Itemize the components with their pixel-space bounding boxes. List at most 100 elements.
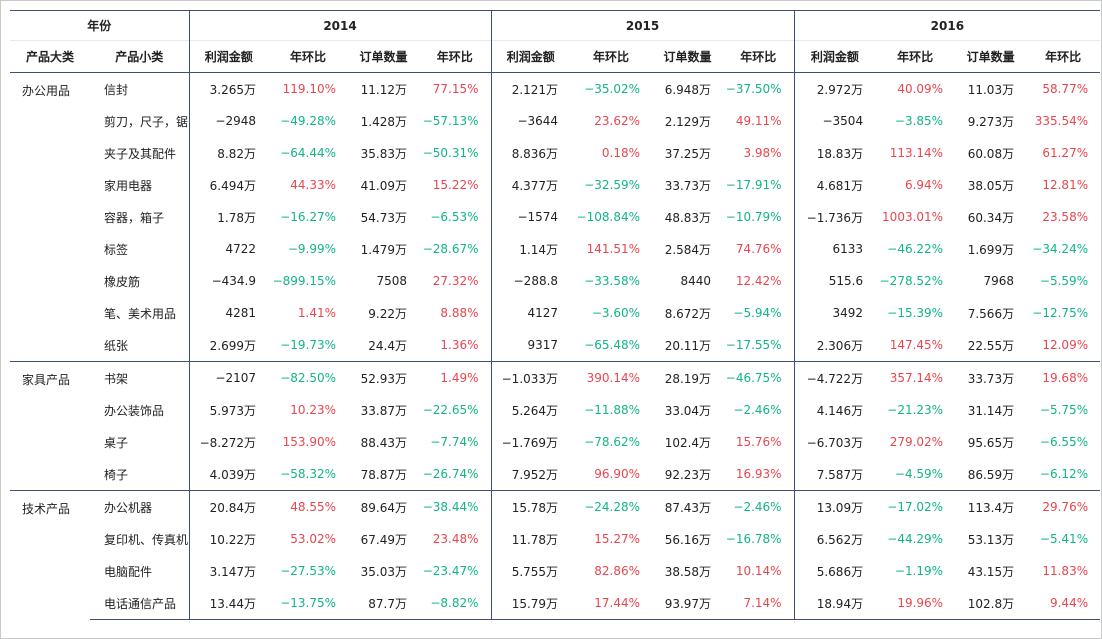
subcategory-cell: 家用电器: [104, 178, 153, 193]
table-row[interactable]: 家具产品 书架 −2107 −82.50% 52.93万 1.49% −1.033万 390.…: [10, 361, 1101, 491]
orders-cell: 67.49万: [360, 532, 408, 547]
profit-cell: 6.494万: [188, 169, 269, 201]
orders-cell: 93.97万: [652, 587, 724, 620]
orders-cell: 31.14万: [967, 403, 1015, 418]
subcategory-cell: 书架: [90, 361, 190, 394]
profit-yoy-cell: −3.85%: [894, 114, 944, 128]
profit-cell: 1.14万: [490, 233, 571, 265]
table-row[interactable]: 电脑配件 3.147万 −27.53% 35.03万 −23.47% 5.755万 82.8…: [10, 555, 1100, 587]
orders-yoy-cell: −26.74%: [422, 467, 479, 481]
table-row[interactable]: 电话通信产品 13.44万 −13.75% 87.7万 −8.82% 15.79万 17.4…: [10, 587, 1101, 620]
orders-cell: 41.09万: [360, 178, 408, 193]
profit-yoy-cell: −3.60%: [591, 306, 641, 320]
orders-yoy-cell: 61.27%: [1042, 146, 1089, 160]
orders-cell: 1.428万: [360, 114, 408, 129]
orders-cell: 33.73万: [955, 361, 1027, 394]
orders-yoy-cell: −7.74%: [430, 435, 479, 449]
orders-cell: 2.584万: [664, 242, 712, 257]
col-header-profit[interactable]: 利润金额: [490, 40, 571, 73]
orders-cell: 37.25万: [664, 146, 712, 161]
orders-cell: 52.93万: [348, 361, 420, 394]
profit-cell: 515.6: [793, 265, 876, 297]
table-row[interactable]: 剪刀，尺子，锯 −2948 −49.28% 1.428万 −57.13% −3644 23.…: [10, 105, 1100, 137]
column-header-row: 产品大类 产品小类 利润金额 年环比 订单数量 年环比 利润金额 年环比 订单数…: [10, 40, 1101, 73]
profit-cell: −1.033万: [490, 361, 571, 394]
orders-yoy-cell: −6.53%: [430, 210, 479, 224]
table-row[interactable]: 笔、美术用品 4281 1.41% 9.22万 8.88% 4127 −3.60% 8.672…: [10, 297, 1100, 329]
profit-cell: 18.83万: [793, 137, 876, 169]
orders-yoy-cell: −12.75%: [1032, 306, 1089, 320]
profit-yoy-cell: 23.62%: [594, 114, 641, 128]
orders-cell: 9.22万: [368, 306, 408, 321]
profit-yoy-cell: −27.53%: [280, 564, 337, 578]
table-row[interactable]: 夹子及其配件 8.82万 −64.44% 35.83万 −50.31% 8.836万 0.1…: [10, 137, 1100, 169]
col-header-profit-yoy[interactable]: 年环比: [875, 40, 956, 73]
col-header-profit-yoy[interactable]: 年环比: [268, 40, 349, 73]
col-header-profit[interactable]: 利润金额: [188, 40, 269, 73]
profit-cell: −6.703万: [793, 426, 876, 458]
orders-cell: 2.129万: [664, 114, 712, 129]
table-row[interactable]: 复印机、传真机 10.22万 53.02% 67.49万 23.48% 11.78万 15.…: [10, 523, 1100, 555]
orders-cell: 60.08万: [967, 146, 1015, 161]
profit-cell: −3504: [793, 105, 876, 137]
table-row[interactable]: 纸张 2.699万 −19.73% 24.4万 1.36% 9317 −65.48% 20.1…: [10, 329, 1100, 362]
table-row[interactable]: 容器，箱子 1.78万 −16.27% 54.73万 −6.53% −1574 −108.8…: [10, 201, 1100, 233]
profit-yoy-cell: 44.33%: [290, 178, 337, 192]
table-row[interactable]: 椅子 4.039万 −58.32% 78.87万 −26.74% 7.952万 96.90%…: [10, 458, 1100, 491]
orders-cell: 35.03万: [360, 564, 408, 579]
profit-yoy-cell: −11.88%: [584, 403, 641, 417]
col-header-orders-yoy[interactable]: 年环比: [419, 40, 492, 73]
orders-yoy-cell: −6.12%: [1039, 467, 1089, 481]
profit-cell: 4.681万: [793, 169, 876, 201]
orders-cell: 20.11万: [664, 338, 712, 353]
subcategory-cell: 椅子: [104, 467, 129, 482]
profit-cell: −2107: [188, 361, 269, 394]
profit-yoy-cell: 141.51%: [586, 242, 641, 256]
col-header-orders-yoy[interactable]: 年环比: [723, 40, 795, 73]
orders-cell: 38.58万: [664, 564, 712, 579]
col-header-category[interactable]: 产品大类: [10, 40, 90, 73]
col-header-profit[interactable]: 利润金额: [793, 40, 876, 73]
table-row[interactable]: 橡皮筋 −434.9 −899.15% 7508 27.32% −288.8 −33.58%…: [10, 265, 1100, 297]
orders-yoy-cell: −16.78%: [725, 532, 782, 546]
profit-yoy-cell: 119.10%: [282, 82, 337, 96]
year-header-2015[interactable]: 2015: [490, 10, 795, 41]
table-row[interactable]: 技术产品 办公机器 20.84万 48.55% 89.64万 −38.44% 15.78万 −…: [10, 490, 1101, 620]
table-row[interactable]: 标签 4722 −9.99% 1.479万 −28.67% 1.14万 141.51% 2.5…: [10, 233, 1100, 265]
col-header-orders[interactable]: 订单数量: [652, 40, 724, 73]
profit-yoy-cell: −82.50%: [268, 361, 349, 394]
orders-yoy-cell: 49.11%: [735, 114, 782, 128]
orders-yoy-cell: −2.46%: [733, 403, 782, 417]
col-header-orders-yoy[interactable]: 年环比: [1026, 40, 1101, 73]
table-row[interactable]: 桌子 −8.272万 153.90% 88.43万 −7.74% −1.769万 −78.6…: [10, 426, 1100, 458]
table-row[interactable]: 办公装饰品 5.973万 10.23% 33.87万 −22.65% 5.264万 −11.…: [10, 394, 1100, 426]
year-header-2016[interactable]: 2016: [793, 10, 1101, 41]
orders-cell: 7968: [983, 274, 1015, 288]
profit-cell: 2.699万: [188, 329, 269, 362]
col-header-profit-yoy[interactable]: 年环比: [570, 40, 653, 73]
year-header-2014[interactable]: 2014: [188, 10, 492, 41]
profit-yoy-cell: 96.90%: [594, 467, 641, 481]
subcategory-cell: 标签: [104, 242, 129, 257]
subcategory-cell: 办公机器: [90, 490, 190, 523]
profit-cell: 15.79万: [490, 587, 571, 620]
orders-cell: 92.23万: [664, 467, 712, 482]
orders-yoy-cell: 15.76%: [735, 435, 782, 449]
col-header-orders[interactable]: 订单数量: [955, 40, 1027, 73]
orders-cell: 102.8万: [955, 587, 1027, 620]
orders-cell: 7.566万: [967, 306, 1015, 321]
orders-cell: 11.12万: [360, 82, 408, 97]
col-header-orders[interactable]: 订单数量: [348, 40, 420, 73]
col-header-subcategory[interactable]: 产品小类: [90, 40, 190, 73]
profit-cell: −1574: [490, 201, 571, 233]
orders-cell: 8.672万: [664, 306, 712, 321]
table-row[interactable]: 家用电器 6.494万 44.33% 41.09万 15.22% 4.377万 −32.59…: [10, 169, 1100, 201]
orders-cell: 113.4万: [955, 490, 1027, 523]
orders-yoy-cell: −5.75%: [1039, 403, 1089, 417]
orders-yoy-cell: 27.32%: [432, 274, 479, 288]
table-row[interactable]: 办公用品 信封 3.265万 119.10% 11.12万 77.15% 2.121万 −35…: [10, 72, 1100, 105]
orders-cell: 7508: [376, 274, 408, 288]
profit-cell: −434.9: [188, 265, 269, 297]
orders-yoy-cell: 19.68%: [1026, 361, 1101, 394]
orders-cell: 1.699万: [967, 242, 1015, 257]
